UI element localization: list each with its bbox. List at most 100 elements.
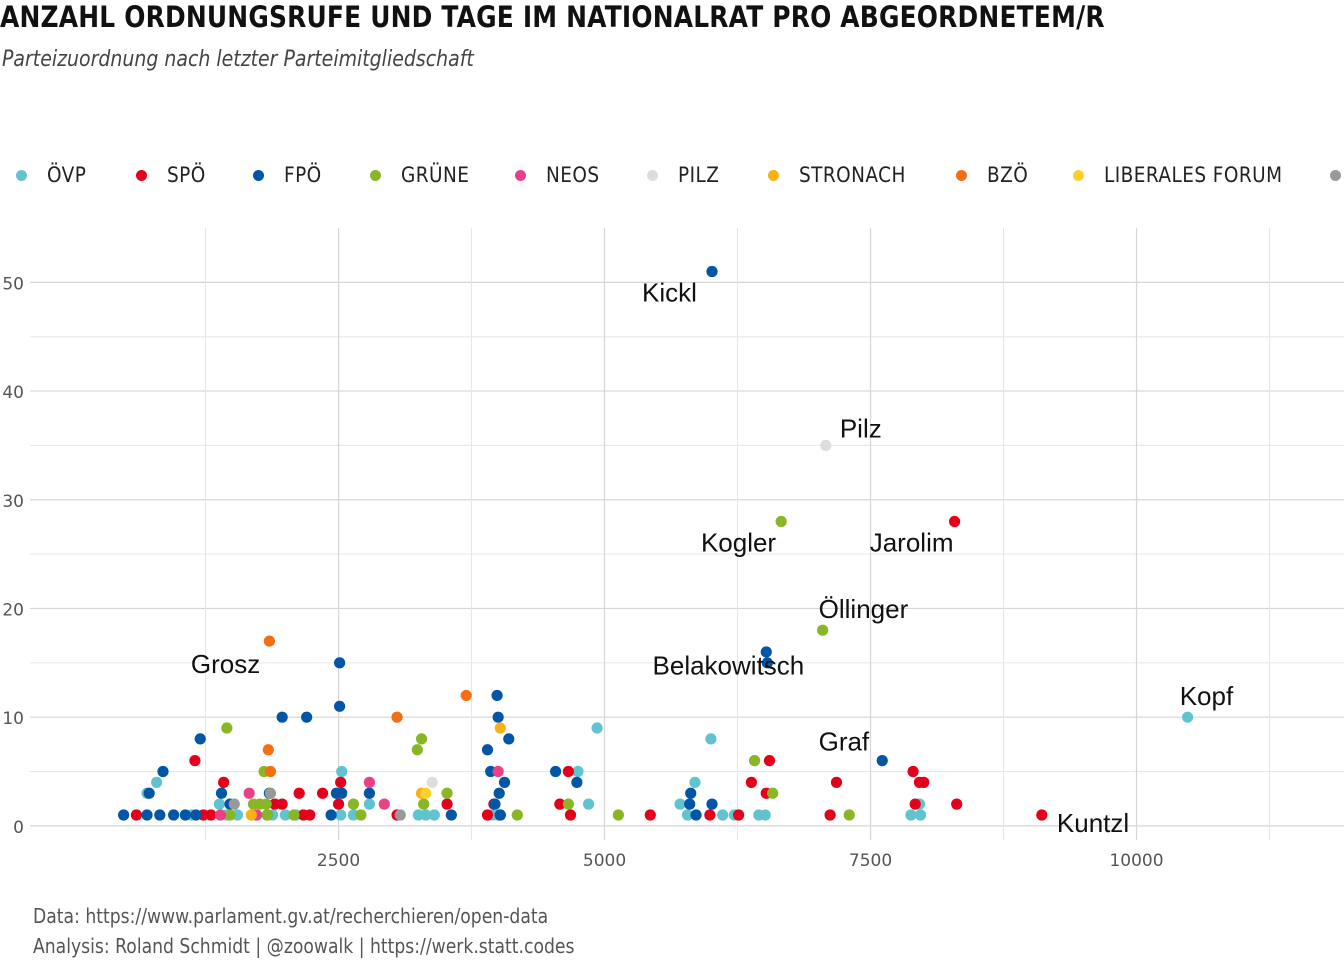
point-label: Kopf [1180,681,1234,711]
y-tick-labels: 0 10 20 30 40 50 [2,274,24,838]
legend-dot [1073,169,1084,181]
legend-label: NEOS [546,163,600,187]
legend-dot [16,169,27,181]
legend-dot [1330,169,1341,181]
data-point [511,809,523,821]
data-point [228,798,240,810]
data-point [141,809,153,821]
legend: ÖVP SPÖ FPÖ GRÜNE NEOS PILZ STRONACH BZÖ LIBERAL… [0,160,1344,190]
data-point [288,809,300,821]
data-point [685,787,697,799]
data-point [491,689,503,702]
data-point [689,776,701,788]
data-point [681,809,694,821]
y-tick-label: 10 [2,709,24,729]
y-tick-label: 50 [2,274,24,294]
data-point [759,809,771,821]
data-point [332,798,345,810]
data-point [876,755,888,767]
data-point [418,798,430,810]
data-point [1036,809,1048,821]
data-point [214,809,227,821]
data-point [336,787,348,799]
data-point [612,809,624,821]
chart-title: ANZAHL ORDNUNGSRUFE UND TAGE IM NATIONAL… [0,0,1105,34]
legend-item: STRONACH [768,160,920,190]
x-tick-label: 5000 [583,851,626,871]
legend-dot [515,169,526,181]
data-point [481,744,494,756]
data-point [445,809,457,821]
point-label: Kogler [701,527,776,557]
data-point [951,798,963,810]
data-point [1181,711,1194,723]
data-point [154,809,166,821]
point-label: Öllinger [819,594,909,624]
data-point [690,809,702,821]
legend-item: GRÜNE [370,160,479,190]
legend-item: BZÖ [956,160,1034,190]
data-point [948,515,961,528]
data-point [745,776,757,788]
data-point [420,809,432,821]
legend-item: NEOS [515,160,607,190]
data-point [391,711,403,723]
data-point [151,776,163,788]
point-label: Pilz [840,413,882,443]
legend-label: PILZ [678,163,720,187]
data-point [264,787,277,799]
data-point [245,809,257,821]
legend-item: FPÖ [253,160,327,190]
data-point [363,798,376,810]
data-point [304,809,316,821]
legend-label: ÖVP [47,163,87,187]
data-point [262,744,274,756]
data-point [189,755,201,767]
data-points [118,265,1194,821]
data-point [264,765,277,778]
point-label: Kuntzl [1057,808,1129,838]
data-point [301,711,313,723]
legend-label: FPÖ [284,163,322,187]
data-point [263,635,275,647]
legend-dot [647,169,658,181]
data-point [276,711,288,723]
legend-dot [136,169,147,181]
legend-dot [253,169,264,181]
data-point [717,809,729,821]
point-labels: Kickl Pilz Kogler Jarolim Öllinger Belakowits… [191,277,1234,838]
data-point [914,809,927,821]
data-point [336,765,348,778]
data-point [190,809,202,821]
data-point [817,624,829,636]
data-point [820,439,832,452]
data-point [907,765,919,778]
data-point [562,765,574,778]
legend-label: LIBERALES FORUM [1104,163,1283,187]
data-point [420,787,432,799]
data-point [215,787,228,799]
data-point [224,809,236,821]
data-point [591,722,603,734]
data-point [571,776,583,788]
caption-analysis: Analysis: Roland Schmidt | @zoowalk | ht… [33,934,575,958]
data-point [761,657,773,669]
data-point [218,776,230,788]
data-point [276,798,288,810]
legend-dot [768,169,779,181]
data-point [554,798,566,810]
data-point [733,809,745,821]
data-point [335,776,347,788]
data-point [684,798,696,810]
data-point [325,809,337,821]
data-point [221,722,233,734]
data-point [363,787,376,799]
data-point [293,787,305,799]
data-point [909,798,921,810]
point-label: Kickl [642,277,697,307]
data-point [168,809,180,821]
data-point [492,711,504,723]
legend-dot [956,169,967,181]
data-point [550,765,562,778]
data-point [503,733,515,745]
